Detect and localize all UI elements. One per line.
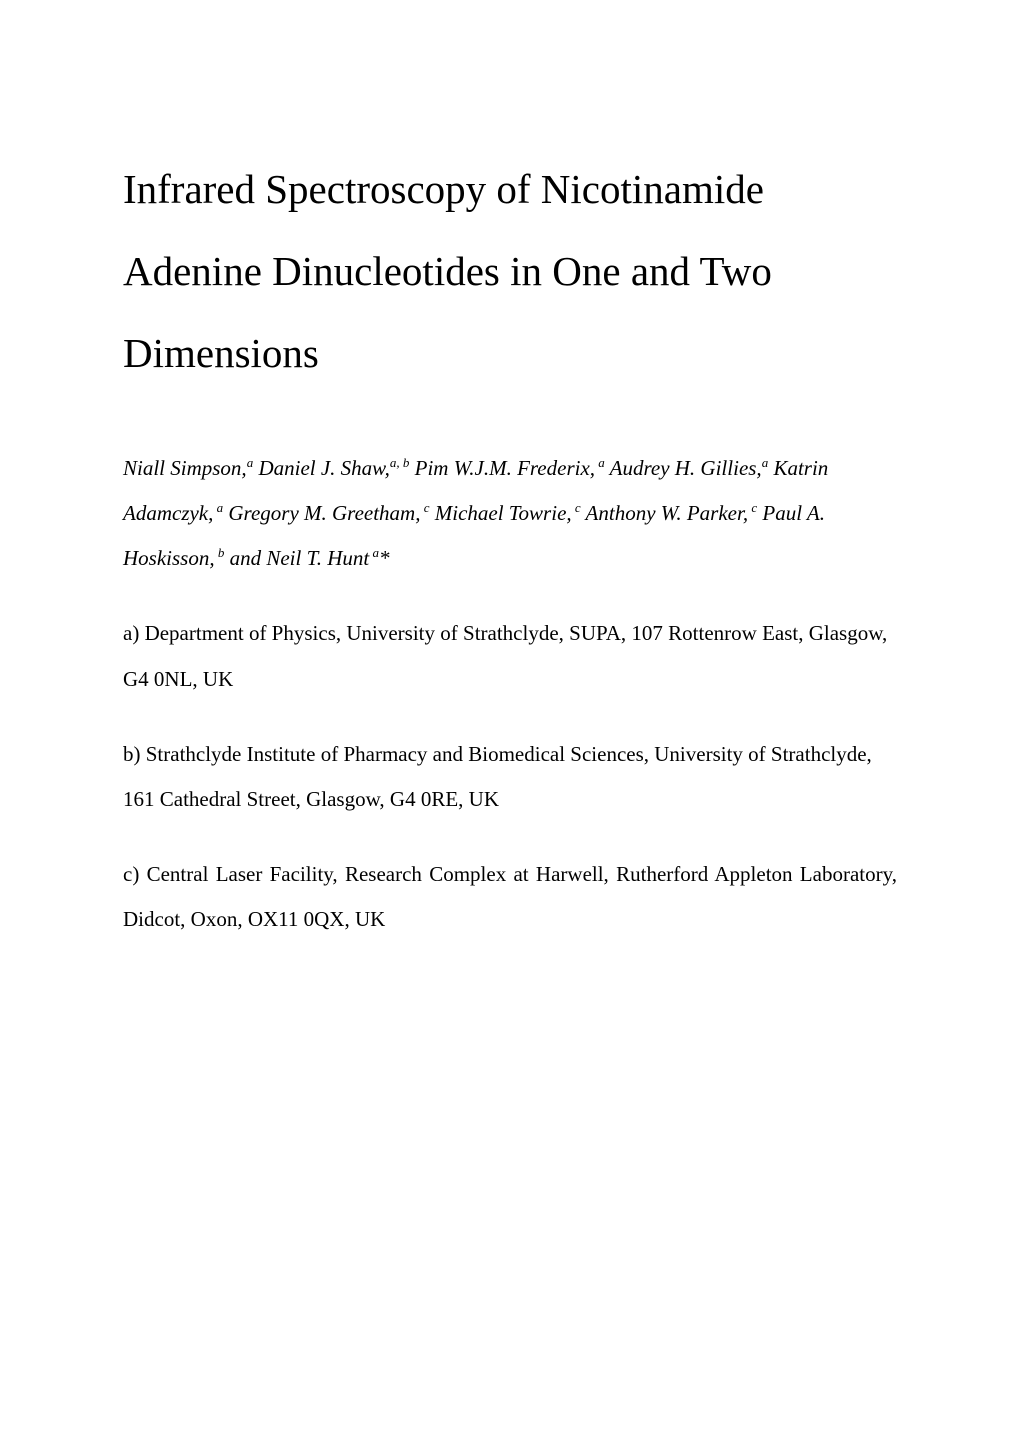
author-affil-sup: a xyxy=(762,455,769,470)
author-name: Anthony W. Parker, xyxy=(586,501,749,525)
author-affil-sup: a xyxy=(595,455,605,470)
author-affil-sup: b xyxy=(215,545,225,560)
author-affil-sup: a xyxy=(369,545,379,560)
author-affil-sup: a, b xyxy=(390,455,410,470)
author-name: Gregory M. Greetham, xyxy=(228,501,420,525)
author-name: Pim W.J.M. Frederix, xyxy=(415,456,595,480)
author-name: and Neil T. Hunt xyxy=(230,546,370,570)
author-affil-sup: a xyxy=(247,455,254,470)
author-name: Audrey H. Gillies, xyxy=(610,456,762,480)
authors-line: Niall Simpson,a Daniel J. Shaw,a, b Pim … xyxy=(123,446,897,581)
affiliation-b: b) Strathclyde Institute of Pharmacy and… xyxy=(123,732,897,822)
author-affil-sup: c xyxy=(420,500,429,515)
author-name: Michael Towrie, xyxy=(435,501,572,525)
author-name: Niall Simpson, xyxy=(123,456,247,480)
affiliation-c: c) Central Laser Facility, Research Comp… xyxy=(123,852,897,942)
page-container: Infrared Spectroscopy of Nicotinamide Ad… xyxy=(0,0,1020,1443)
author-name: Daniel J. Shaw, xyxy=(258,456,389,480)
author-affil-sup: c xyxy=(748,500,757,515)
affiliation-a: a) Department of Physics, University of … xyxy=(123,611,897,701)
author-affil-sup: a xyxy=(213,500,223,515)
author-affil-sup: c xyxy=(572,500,581,515)
paper-title: Infrared Spectroscopy of Nicotinamide Ad… xyxy=(123,148,897,394)
corresponding-mark: * xyxy=(379,546,390,570)
